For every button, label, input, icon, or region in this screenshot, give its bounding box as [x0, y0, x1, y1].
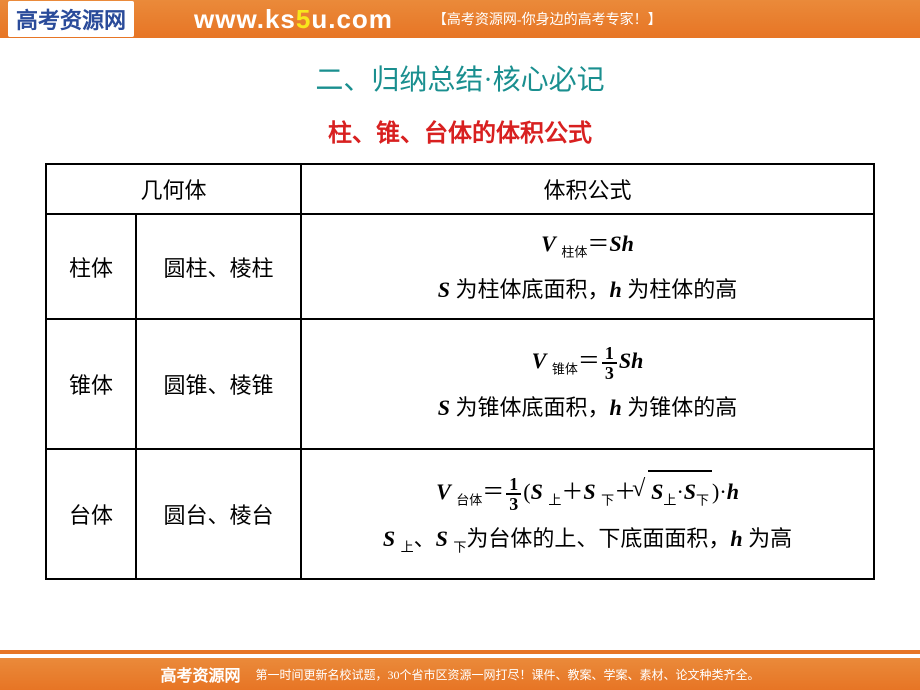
header-bar: 高考资源网 www.ks5u.com 【高考资源网-你身边的高考专家！】 — [0, 0, 920, 38]
cell-shapes: 圆锥、棱锥 — [136, 319, 301, 449]
header-geometry: 几何体 — [46, 164, 301, 214]
title-sub: 柱、锥、台体的体积公式 — [40, 113, 880, 148]
cell-type: 锥体 — [46, 319, 136, 449]
table-row: 锥体 圆锥、棱锥 V 锥体＝13Sh S 为锥体底面积，h 为锥体的高 — [46, 319, 874, 449]
cell-type: 柱体 — [46, 214, 136, 319]
title-main: 二、归纳总结·核心必记 — [40, 58, 880, 98]
url-suffix: u.com — [311, 4, 393, 34]
cell-formula: V 柱体＝Sh S 为柱体底面积，h 为柱体的高 — [301, 214, 874, 319]
divider-line — [0, 650, 920, 654]
cell-shapes: 圆台、棱台 — [136, 449, 301, 579]
table-header-row: 几何体 体积公式 — [46, 164, 874, 214]
cell-formula: V 锥体＝13Sh S 为锥体底面积，h 为锥体的高 — [301, 319, 874, 449]
header-tagline: 【高考资源网-你身边的高考专家！】 — [433, 9, 662, 29]
cell-formula: V 台体＝13(S 上＋S 下＋√S上·S下)·h S 上、S 下为台体的上、下… — [301, 449, 874, 579]
header-formula: 体积公式 — [301, 164, 874, 214]
url-highlight: 5 — [296, 4, 311, 34]
cell-shapes: 圆柱、棱柱 — [136, 214, 301, 319]
footer-bar: 高考资源网 第一时间更新名校试题，30个省市区资源一网打尽！课件、教案、学案、素… — [0, 658, 920, 690]
header-url: www.ks5u.com — [194, 4, 393, 35]
header-logo: 高考资源网 — [8, 1, 134, 37]
content-area: 二、归纳总结·核心必记 柱、锥、台体的体积公式 几何体 体积公式 柱体 圆柱、棱… — [0, 38, 920, 590]
footer-text: 第一时间更新名校试题，30个省市区资源一网打尽！课件、教案、学案、素材、论文种类… — [256, 666, 760, 683]
url-prefix: www.ks — [194, 4, 296, 34]
table-row: 台体 圆台、棱台 V 台体＝13(S 上＋S 下＋√S上·S下)·h S 上、S… — [46, 449, 874, 579]
table-row: 柱体 圆柱、棱柱 V 柱体＝Sh S 为柱体底面积，h 为柱体的高 — [46, 214, 874, 319]
footer-logo: 高考资源网 — [160, 662, 240, 686]
volume-table: 几何体 体积公式 柱体 圆柱、棱柱 V 柱体＝Sh S 为柱体底面积，h 为柱体… — [45, 163, 875, 580]
cell-type: 台体 — [46, 449, 136, 579]
